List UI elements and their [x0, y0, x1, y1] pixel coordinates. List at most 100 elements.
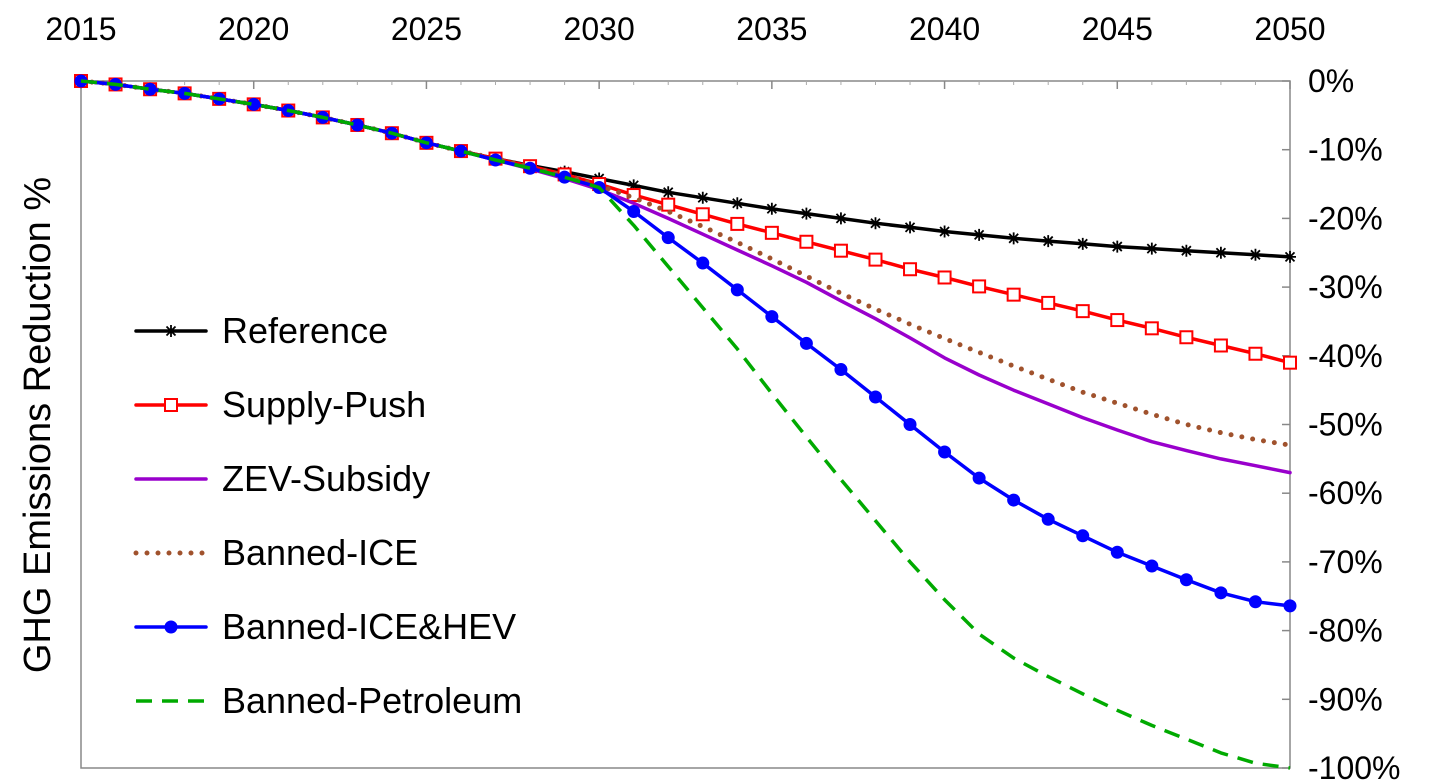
legend-item-banned-ice: Banned-ICE: [133, 532, 418, 573]
series-supply-push-point: [833, 243, 848, 258]
series-supply-push-point: [1283, 355, 1297, 370]
legend-item-reference: Reference: [134, 310, 388, 351]
series-supply-push-point: [868, 252, 883, 267]
series-supply-push-point: [695, 207, 710, 222]
series-supply-push-point: [937, 270, 952, 285]
series-reference-point: [1284, 250, 1296, 263]
series-banned-ice-hev-point: [454, 144, 468, 158]
series-banned-ice-hev-point: [143, 82, 157, 96]
y-axis-title: GHG Emissions Reduction %: [17, 177, 59, 673]
series-supply-push-point: [1248, 346, 1263, 361]
series-banned-ice-hev-point: [627, 205, 641, 219]
series-reference-point: [1111, 240, 1124, 253]
series-reference-point: [869, 217, 882, 230]
legend-swatch-point: [164, 398, 178, 412]
series-reference-point: [696, 191, 709, 204]
series-supply-push-point: [972, 279, 987, 294]
series-supply-push-point: [1041, 295, 1056, 310]
series-banned-ice-hev-point: [730, 283, 744, 297]
series-supply-push-point: [661, 197, 676, 212]
series-reference-point: [973, 228, 986, 241]
x-tick-label: 2020: [218, 11, 289, 47]
series-reference-point: [765, 202, 778, 215]
series-banned-ice-hev-point: [868, 390, 882, 404]
series-reference-point: [938, 225, 951, 238]
series-banned-ice-hev-point: [1179, 573, 1193, 587]
series-supply-push-point: [799, 234, 814, 249]
series-banned-petroleum: [80, 79, 1291, 770]
series-reference-point: [1076, 237, 1089, 250]
legend-label: ZEV-Subsidy: [222, 458, 430, 499]
series-banned-ice-hev-point: [765, 310, 779, 324]
x-tick-label: 2050: [1254, 11, 1325, 47]
y-tick-label: -30%: [1308, 269, 1383, 305]
y-tick-label: -100%: [1308, 750, 1401, 782]
series-banned-ice-hev-point: [247, 97, 261, 111]
series-banned-petroleum-line: [80, 79, 1291, 770]
x-tick-label: 2035: [736, 11, 807, 47]
series-reference-point: [627, 179, 640, 192]
series-banned-ice-hev-point: [696, 256, 710, 270]
series-reference-point: [1007, 232, 1020, 245]
series-banned-ice-hev-point: [903, 418, 917, 431]
x-tick-label: 2015: [45, 11, 116, 47]
y-tick-label: -20%: [1308, 200, 1383, 236]
series-supply-push-point: [730, 216, 745, 231]
x-tick-label: 2040: [909, 11, 980, 47]
series-supply-push-point: [1179, 330, 1194, 345]
series-supply-push-point: [903, 262, 918, 277]
legend-item-zev-subsidy: ZEV-Subsidy: [134, 458, 430, 499]
series-banned-ice-hev: [74, 74, 1297, 613]
series-reference-point: [1180, 244, 1193, 257]
legend-item-supply-push: Supply-Push: [134, 384, 426, 425]
series-banned-ice-hev-point: [799, 336, 813, 350]
legend-swatch-point: [164, 620, 178, 634]
x-tick-label: 2045: [1082, 11, 1153, 47]
series-banned-ice-hev-point: [1007, 493, 1021, 507]
series-supply-push-point: [1075, 304, 1090, 319]
series-supply-push-point: [764, 225, 779, 240]
y-tick-label: -50%: [1308, 407, 1383, 443]
legend-item-banned-ice-hev: Banned-ICE&HEV: [134, 606, 516, 647]
legend-label: Supply-Push: [222, 384, 426, 425]
series-banned-ice-hev-point: [938, 445, 952, 459]
x-tick-label: 2025: [391, 11, 462, 47]
series-reference-point: [834, 212, 847, 225]
series-supply-push-point: [1110, 313, 1125, 328]
legend-label: Reference: [222, 310, 388, 351]
y-tick-label: -80%: [1308, 613, 1383, 649]
legend-swatch-point: [165, 325, 177, 337]
legend-label: Banned-Petroleum: [222, 680, 522, 721]
y-tick-label: -70%: [1308, 544, 1383, 580]
series-banned-ice-hev-point: [1145, 559, 1159, 573]
legend-item-banned-petroleum: Banned-Petroleum: [136, 680, 522, 721]
series-supply-push-point: [1006, 287, 1021, 302]
series-banned-ice-hev-point: [972, 471, 986, 485]
series-reference-point: [731, 197, 744, 210]
series-supply-push-point: [1144, 321, 1159, 336]
legend-label: Banned-ICE&HEV: [222, 606, 516, 647]
legend: Reference Supply-Push ZEV-Subsidy Banned-IC…: [133, 310, 522, 721]
series-layer: [74, 74, 1297, 770]
y-tick-label: -90%: [1308, 681, 1383, 717]
y-tick-label: 0%: [1308, 63, 1354, 99]
series-banned-ice-hev-point: [1041, 512, 1055, 526]
series-reference-point: [1214, 246, 1227, 259]
x-axis: 2015 2020 2025 2030 2035 2040 2045 2050: [45, 11, 1326, 89]
series-banned-ice-hev-point: [350, 118, 364, 132]
series-banned-ice-hev-point: [834, 363, 848, 377]
series-reference-point: [1145, 242, 1158, 255]
series-banned-ice-hev-point: [1076, 529, 1090, 543]
y-axis: 0% -10% -20% -30% -40% -50% -60% -70% -80% -90% -1…: [1282, 63, 1401, 782]
series-supply-push-point: [1213, 338, 1228, 353]
y-tick-label: -10%: [1308, 132, 1383, 168]
series-reference-point: [1249, 248, 1262, 261]
y-tick-label: -60%: [1308, 475, 1383, 511]
series-banned-ice-hev-point: [1110, 545, 1124, 559]
series-reference-point: [1042, 235, 1055, 248]
series-banned-ice-hev-point: [523, 161, 537, 175]
series-banned-ice-hev-point: [1283, 599, 1297, 613]
y-tick-label: -40%: [1308, 338, 1383, 374]
series-reference-point: [904, 221, 917, 234]
